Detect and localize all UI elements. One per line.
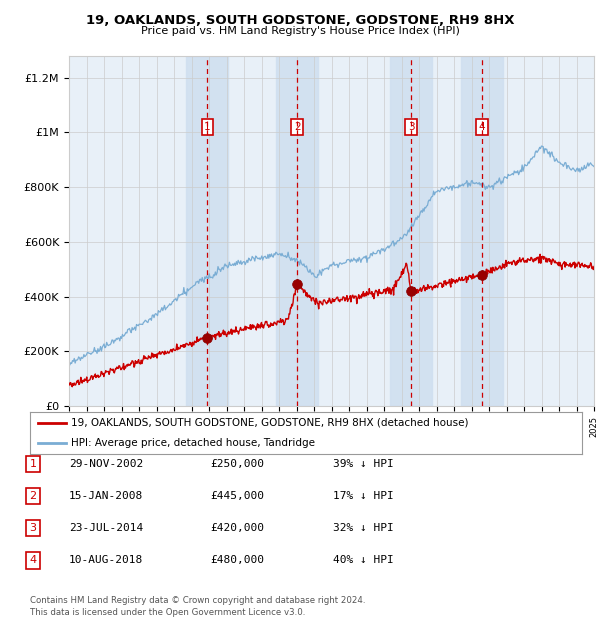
Text: 29-NOV-2002: 29-NOV-2002 xyxy=(69,459,143,469)
Text: £250,000: £250,000 xyxy=(210,459,264,469)
Text: 3: 3 xyxy=(408,122,415,132)
Bar xyxy=(276,56,318,406)
Text: 15-JAN-2008: 15-JAN-2008 xyxy=(69,491,143,501)
Text: 2: 2 xyxy=(29,491,37,501)
Text: £445,000: £445,000 xyxy=(210,491,264,501)
Bar xyxy=(187,56,229,406)
Text: £420,000: £420,000 xyxy=(210,523,264,533)
Text: 40% ↓ HPI: 40% ↓ HPI xyxy=(333,556,394,565)
Text: Price paid vs. HM Land Registry's House Price Index (HPI): Price paid vs. HM Land Registry's House … xyxy=(140,26,460,36)
Text: 3: 3 xyxy=(29,523,37,533)
Text: 32% ↓ HPI: 32% ↓ HPI xyxy=(333,523,394,533)
Text: 4: 4 xyxy=(29,556,37,565)
Text: £480,000: £480,000 xyxy=(210,556,264,565)
Text: 19, OAKLANDS, SOUTH GODSTONE, GODSTONE, RH9 8HX (detached house): 19, OAKLANDS, SOUTH GODSTONE, GODSTONE, … xyxy=(71,418,469,428)
Text: 19, OAKLANDS, SOUTH GODSTONE, GODSTONE, RH9 8HX: 19, OAKLANDS, SOUTH GODSTONE, GODSTONE, … xyxy=(86,14,514,27)
Text: 1: 1 xyxy=(29,459,37,469)
Text: Contains HM Land Registry data © Crown copyright and database right 2024.
This d: Contains HM Land Registry data © Crown c… xyxy=(30,596,365,617)
Text: 2: 2 xyxy=(294,122,301,132)
Bar xyxy=(390,56,432,406)
Text: 4: 4 xyxy=(479,122,485,132)
Text: 17% ↓ HPI: 17% ↓ HPI xyxy=(333,491,394,501)
Text: HPI: Average price, detached house, Tandridge: HPI: Average price, detached house, Tand… xyxy=(71,438,316,448)
Text: 23-JUL-2014: 23-JUL-2014 xyxy=(69,523,143,533)
Bar xyxy=(461,56,503,406)
Text: 39% ↓ HPI: 39% ↓ HPI xyxy=(333,459,394,469)
Text: 1: 1 xyxy=(204,122,211,132)
Text: 10-AUG-2018: 10-AUG-2018 xyxy=(69,556,143,565)
